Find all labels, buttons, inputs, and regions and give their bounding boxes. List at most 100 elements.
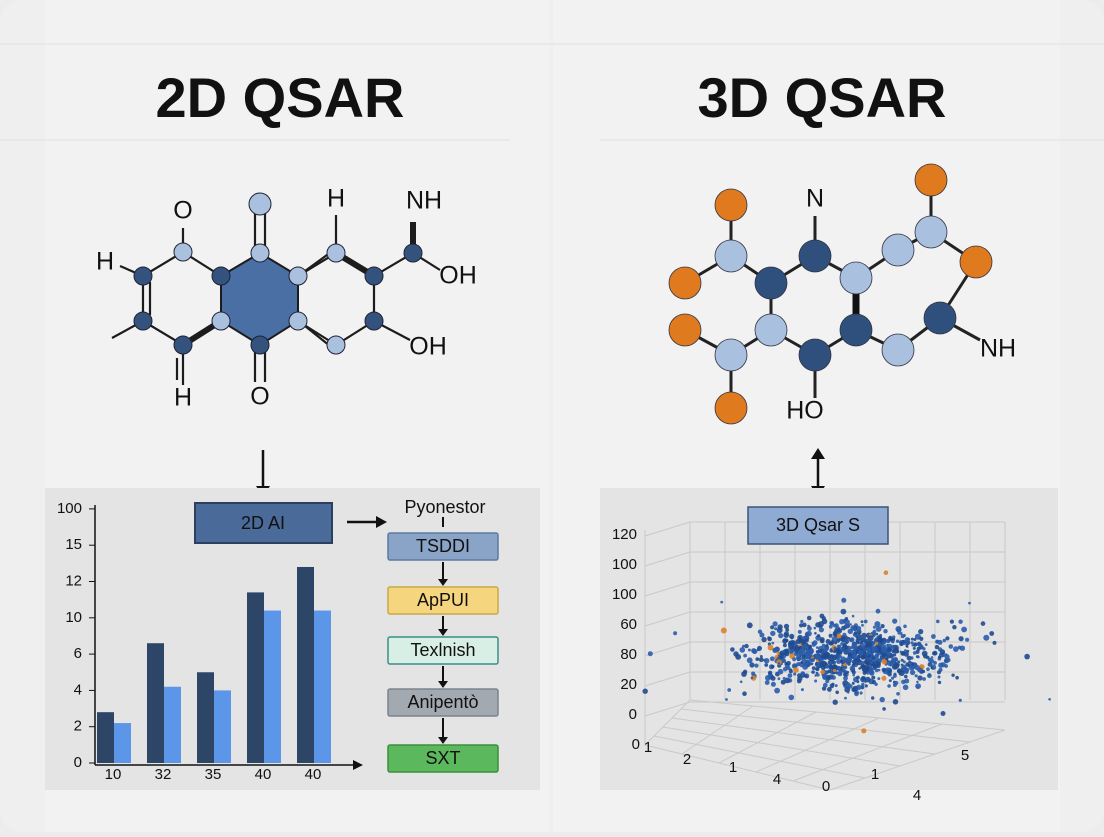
dot: [914, 674, 918, 678]
y-tick-label: 10: [65, 609, 82, 626]
dot: [832, 660, 836, 665]
dot: [840, 647, 845, 652]
dot: [850, 625, 856, 631]
dot: [934, 644, 940, 650]
dot: [903, 651, 909, 657]
arrow-head: [438, 737, 448, 744]
bar: [164, 686, 181, 763]
atom: [798, 338, 832, 372]
atom: [668, 313, 702, 347]
atom: [714, 239, 748, 273]
dot: [776, 651, 780, 655]
grid-line: [755, 717, 880, 773]
dot: [739, 647, 746, 653]
dot: [765, 675, 771, 681]
dot: [858, 650, 864, 656]
grid-line: [644, 581, 691, 597]
dot: [887, 684, 891, 688]
dot: [958, 619, 963, 624]
dot: [846, 670, 849, 674]
dot: [727, 688, 732, 692]
dot: [771, 641, 775, 645]
dot: [896, 692, 900, 696]
dot: [903, 624, 907, 629]
dot: [806, 615, 812, 621]
dot: [992, 640, 997, 645]
dot: [838, 670, 843, 675]
y-tick-label: 15: [65, 536, 82, 553]
bar: [264, 610, 281, 763]
dot: [844, 696, 847, 700]
title: 2D QSAR: [156, 66, 405, 129]
dot: [842, 659, 846, 663]
atom-label: OH: [439, 262, 477, 290]
dot: [751, 648, 757, 654]
dot: [800, 671, 806, 677]
dot: [863, 619, 868, 624]
bar: [247, 592, 264, 763]
dot: [892, 699, 899, 705]
dot: [850, 649, 856, 655]
dot: [784, 677, 791, 684]
dot: [767, 644, 774, 651]
dot: [831, 654, 838, 661]
dot: [875, 632, 879, 636]
atom: [959, 245, 993, 279]
dot: [842, 632, 847, 637]
dot: [873, 656, 877, 659]
dot: [796, 678, 802, 684]
dot: [857, 645, 862, 650]
dot: [821, 643, 826, 648]
dot: [915, 683, 921, 689]
dot: [774, 627, 778, 631]
dot: [939, 649, 946, 655]
dot: [894, 661, 898, 665]
dot: [783, 632, 789, 638]
dot: [814, 655, 820, 660]
dot: [900, 634, 905, 639]
dot: [755, 657, 760, 661]
atom: [798, 239, 832, 273]
x-tick-label: 40: [255, 766, 272, 783]
arrow-head: [376, 516, 387, 528]
dot: [822, 653, 828, 659]
dot: [770, 681, 776, 687]
grid-line: [653, 735, 866, 779]
pipeline-step: [387, 636, 499, 665]
dot: [853, 631, 858, 635]
arrow-head: [438, 579, 448, 586]
dot: [779, 656, 782, 659]
dot: [948, 644, 954, 649]
atom: [403, 243, 423, 263]
dot: [803, 643, 808, 648]
arrow-head: [811, 448, 825, 459]
x-tick-label: 10: [105, 766, 122, 783]
atom-label: H: [96, 248, 114, 276]
dot: [757, 645, 762, 651]
atom: [133, 311, 153, 331]
axis-label: 2: [683, 751, 691, 768]
dot: [891, 664, 898, 670]
dot: [1048, 698, 1051, 701]
atom: [914, 215, 948, 249]
dot: [820, 669, 825, 675]
dot: [789, 633, 795, 639]
dot: [893, 674, 897, 678]
pipeline-step-label: ApPUI: [417, 590, 469, 610]
dot: [827, 659, 834, 666]
dot: [833, 650, 836, 654]
dot: [860, 655, 865, 660]
dot: [808, 644, 812, 649]
x-tick-label: 32: [155, 766, 172, 783]
dot: [916, 655, 920, 659]
grid-line: [644, 521, 691, 537]
dot: [930, 656, 934, 659]
pipeline-step: [387, 586, 499, 615]
dot: [888, 669, 892, 674]
axis-label: 20: [620, 676, 637, 693]
dot: [819, 661, 826, 667]
dot: [856, 675, 860, 680]
dot: [720, 600, 724, 604]
dot: [955, 675, 959, 680]
